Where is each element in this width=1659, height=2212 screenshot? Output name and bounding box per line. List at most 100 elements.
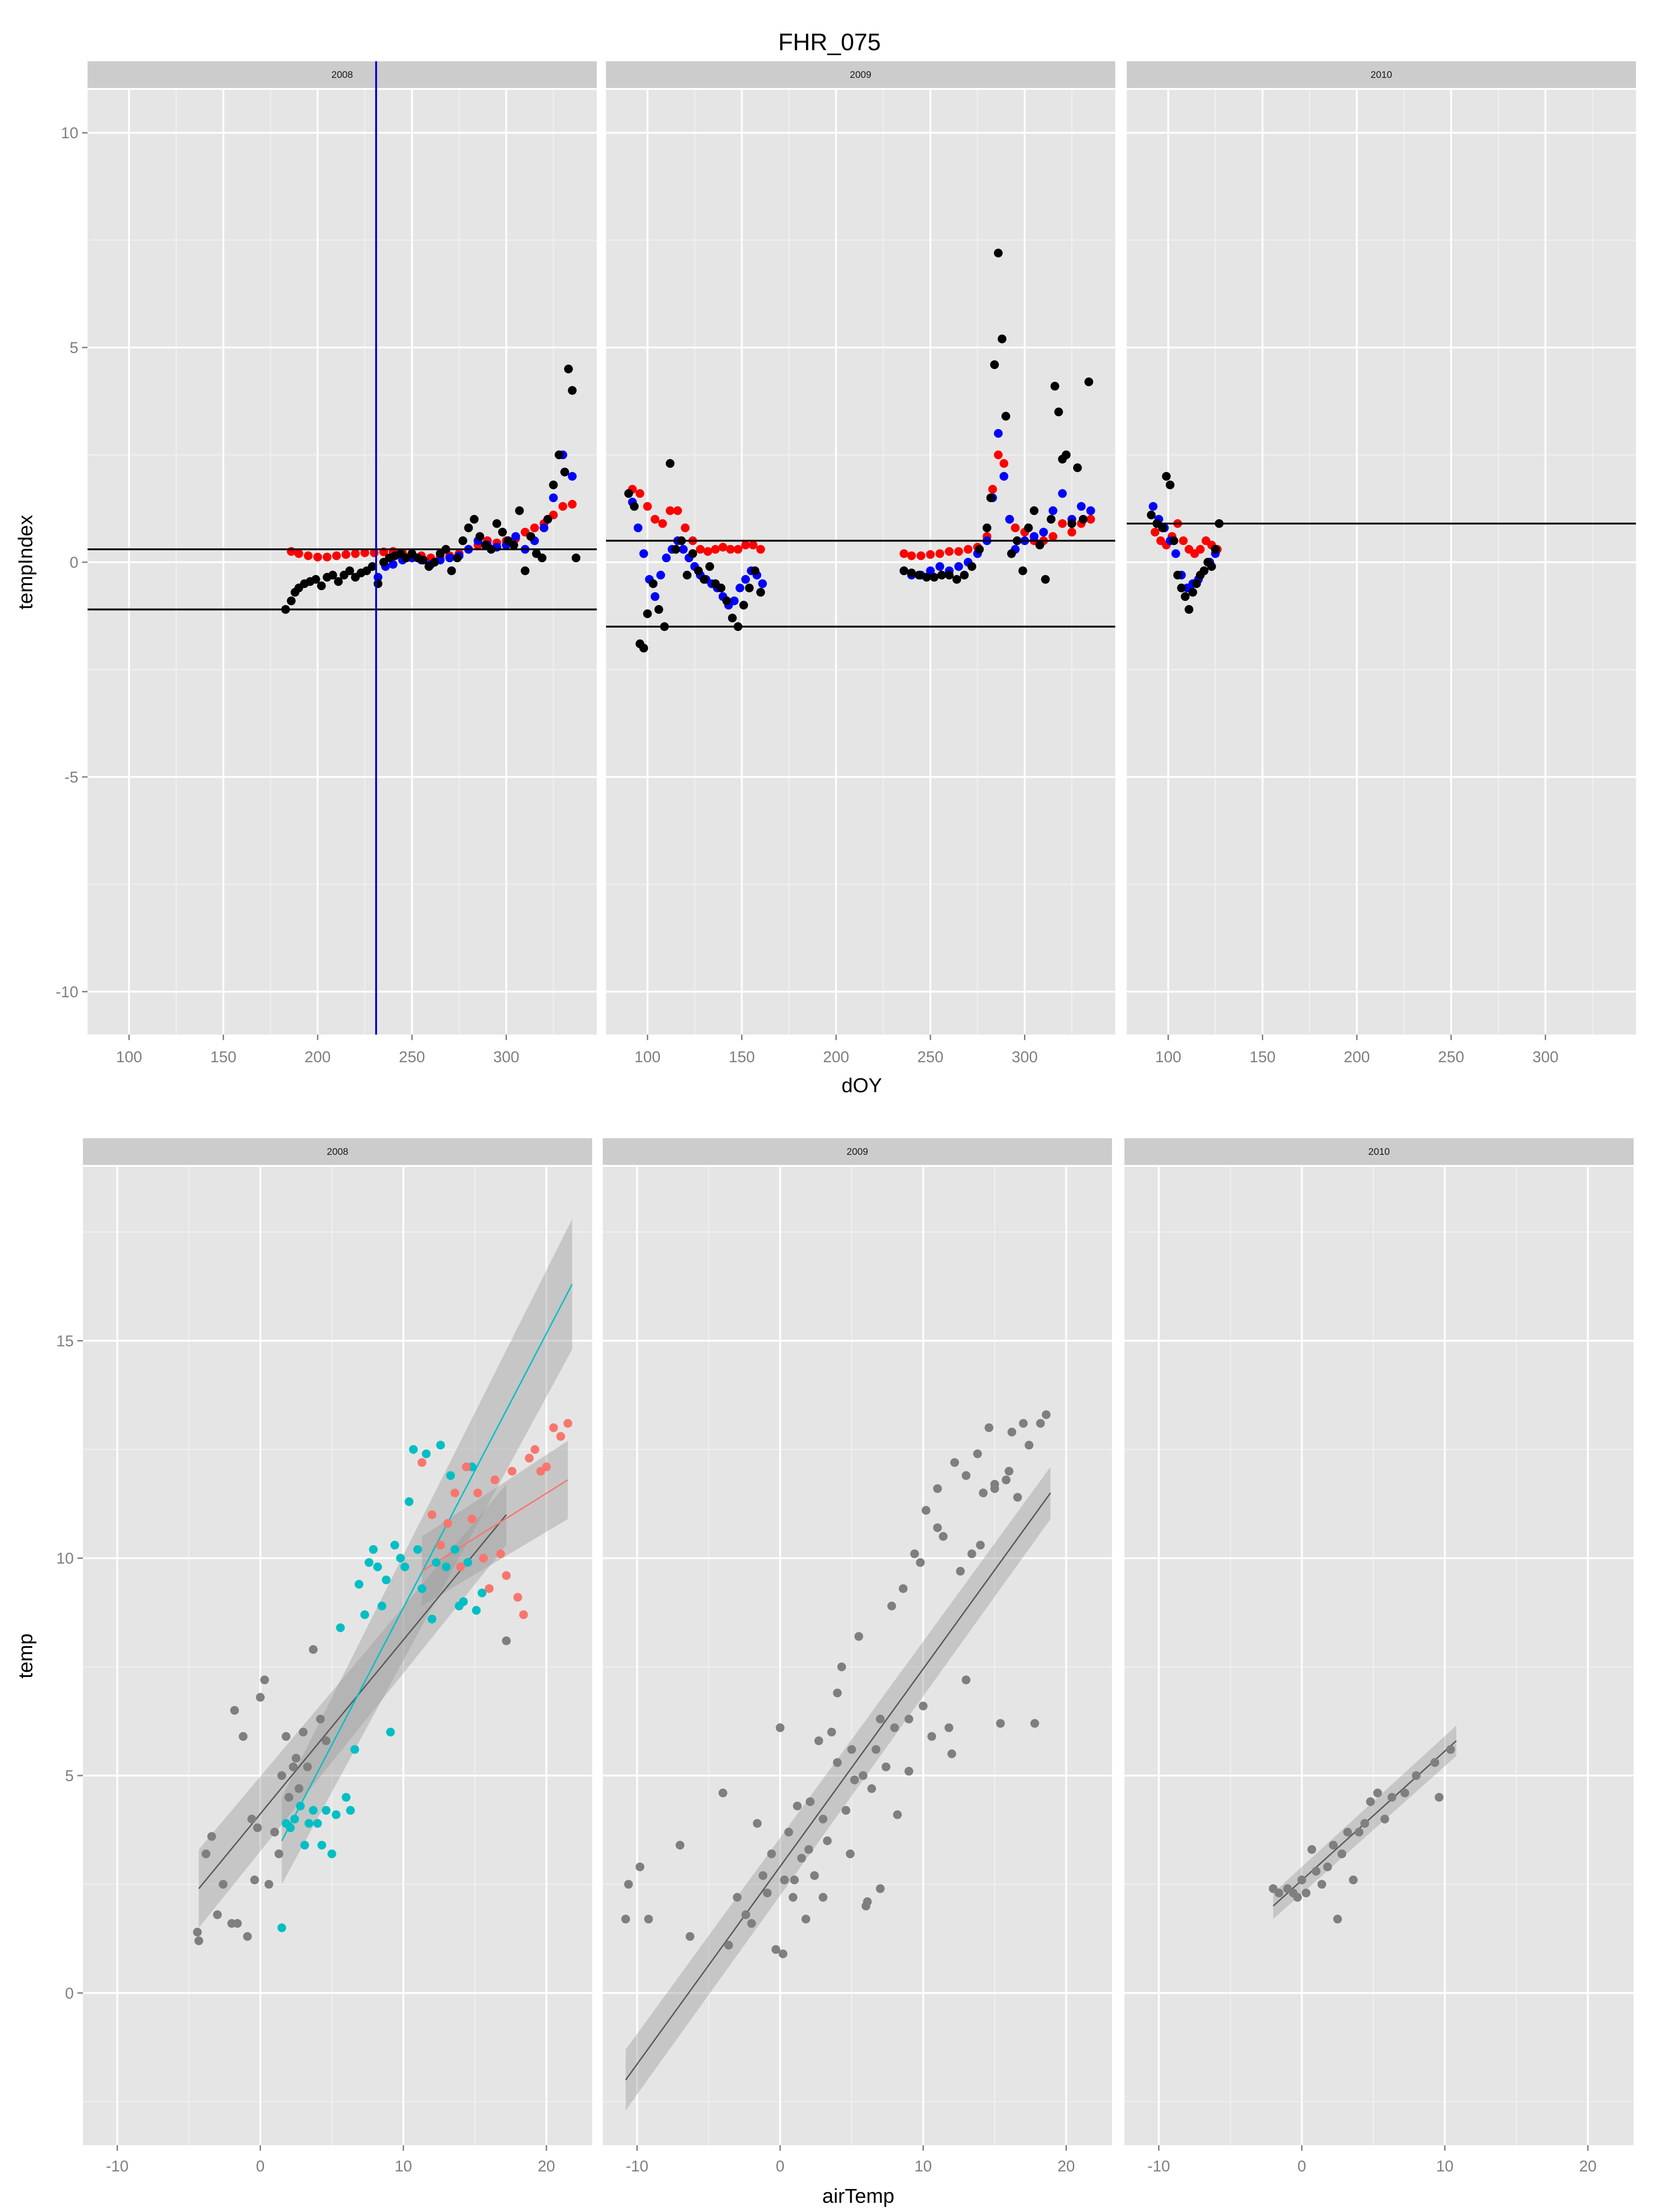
data-point (679, 545, 688, 554)
data-point (1349, 1875, 1358, 1884)
data-point (945, 547, 954, 556)
data-point (654, 605, 664, 614)
data-point (763, 1888, 772, 1898)
data-point (300, 1841, 309, 1850)
data-point (729, 596, 739, 606)
data-point (1041, 575, 1050, 584)
data-point (624, 1880, 633, 1889)
data-point (937, 571, 946, 580)
data-point (801, 1914, 811, 1924)
data-point (986, 493, 995, 502)
fit-line (281, 1284, 573, 1841)
data-point (1007, 549, 1016, 558)
data-point (767, 1849, 776, 1859)
data-point (463, 1558, 472, 1567)
data-point (346, 1806, 355, 1815)
facet-label: 2008 (331, 70, 353, 80)
data-point (1024, 1441, 1034, 1450)
data-point (1173, 571, 1182, 580)
data-point (1054, 407, 1063, 417)
data-point (994, 248, 1003, 258)
data-point (837, 1662, 846, 1671)
data-point (464, 523, 473, 532)
data-point (750, 566, 759, 576)
data-point (1048, 532, 1058, 541)
confidence-band (282, 1219, 572, 1884)
data-point (997, 334, 1006, 343)
data-point (309, 1645, 318, 1654)
data-point (377, 1601, 387, 1611)
data-point (368, 562, 377, 571)
x-axis-title: dOY (841, 1074, 882, 1097)
data-point (519, 1610, 528, 1619)
data-point (1323, 1862, 1332, 1871)
facet-strip (1127, 61, 1636, 88)
data-point (470, 515, 479, 524)
data-point (492, 519, 501, 528)
data-point (1050, 382, 1059, 391)
data-point (1062, 450, 1071, 459)
x-tick-label: 150 (1249, 1048, 1276, 1066)
x-tick-label: 10 (1436, 2158, 1453, 2175)
data-point (322, 1736, 331, 1745)
data-point (939, 1532, 948, 1541)
data-point (564, 365, 573, 374)
data-point (694, 566, 703, 576)
data-point (1366, 1797, 1375, 1806)
data-point (916, 1558, 925, 1567)
data-point (927, 1732, 936, 1741)
data-point (735, 583, 745, 593)
data-point (1058, 489, 1067, 498)
data-point (788, 1893, 798, 1902)
data-point (1067, 528, 1077, 537)
data-point (568, 472, 577, 481)
data-point (833, 1758, 842, 1767)
panel-background (603, 1167, 1112, 2145)
data-point (1171, 549, 1180, 558)
y-tick-label: 5 (65, 1767, 74, 1785)
x-tick-label: 0 (776, 2158, 784, 2175)
data-point (907, 568, 916, 577)
data-point (418, 1458, 427, 1467)
data-point (265, 1880, 274, 1889)
data-point (537, 553, 547, 563)
data-point (513, 1593, 523, 1602)
data-point (427, 1510, 436, 1519)
data-point (1301, 1888, 1311, 1898)
data-point (1018, 566, 1027, 576)
data-point (341, 1793, 351, 1802)
data-point (728, 613, 737, 623)
fit-line (421, 1479, 569, 1572)
data-point (554, 450, 564, 459)
data-point (685, 1932, 694, 1941)
data-point (733, 1893, 742, 1902)
plot-area (88, 365, 597, 614)
data-point (458, 536, 467, 545)
data-point (201, 1849, 211, 1859)
data-point (967, 1549, 977, 1559)
data-point (1000, 472, 1009, 481)
data-point (304, 1819, 313, 1828)
data-point (1150, 528, 1159, 537)
data-point (472, 1606, 481, 1615)
data-point (621, 1914, 630, 1924)
data-point (1446, 1745, 1455, 1754)
data-point (526, 532, 535, 541)
facet-label: 2010 (1371, 70, 1392, 80)
data-point (1177, 583, 1186, 593)
page-title: FHR_075 (778, 29, 881, 56)
data-point (1086, 506, 1095, 515)
data-point (910, 1549, 919, 1559)
data-point (644, 1914, 653, 1924)
data-point (313, 553, 322, 562)
x-tick-label: 150 (729, 1048, 755, 1066)
data-point (436, 1541, 445, 1550)
data-point (1058, 519, 1067, 528)
data-point (1067, 519, 1077, 528)
data-point (365, 1558, 374, 1567)
data-point (418, 555, 428, 565)
data-point (1297, 1875, 1306, 1884)
data-point (331, 1810, 341, 1819)
data-point (921, 1506, 930, 1515)
data-point (656, 571, 665, 580)
